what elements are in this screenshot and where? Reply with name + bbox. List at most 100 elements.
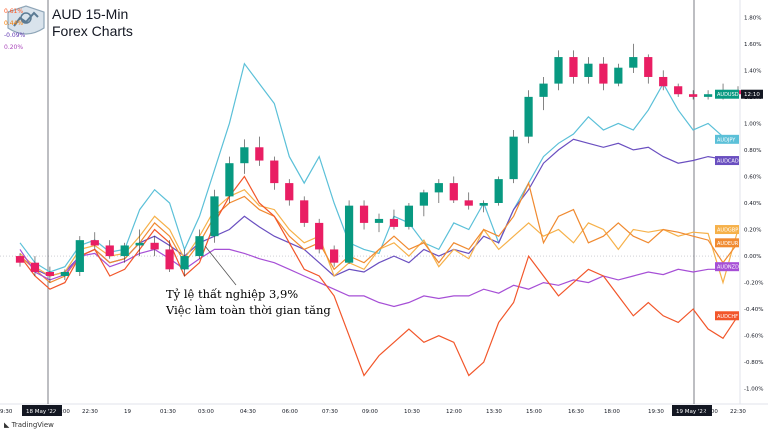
series-tag-label: AUDCAD: [717, 159, 739, 165]
x-tick-label: 21:00: [702, 409, 718, 415]
mini-value-2: -0.09%: [4, 32, 26, 39]
candle-body: [344, 205, 354, 263]
series-tag-label: AUDJPY: [717, 137, 736, 143]
mini-value-3: 0.20%: [4, 44, 24, 51]
candle-body: [165, 249, 174, 270]
mini-value-1: 0.44%: [4, 20, 24, 27]
x-tick-label: 9:30: [0, 409, 13, 415]
candle-body: [195, 236, 204, 257]
y-axis-panel: [740, 0, 768, 404]
x-tick-label: 12:00: [446, 409, 462, 415]
candle-body: [210, 196, 219, 237]
x-tick-label: 09:00: [362, 409, 378, 415]
y-tick-label: 0.80%: [744, 148, 761, 154]
candle-body: [90, 240, 99, 246]
x-tick-badge: [672, 405, 712, 416]
tradingview-logo-icon: ◣: [4, 421, 12, 429]
x-tick-label: 07:30: [322, 409, 338, 415]
candle-body: [419, 192, 428, 206]
y-tick-label: 1.00%: [744, 121, 761, 127]
x-tick-label: 01:30: [160, 409, 176, 415]
series-line-audjpy: [19, 62, 739, 273]
series-tag-audeur: [715, 238, 739, 248]
candle-body: [584, 63, 593, 77]
tradingview-footer: ◣ TradingView: [4, 421, 54, 429]
candle-body: [105, 245, 114, 257]
candle-body: [120, 245, 129, 257]
candle-body: [255, 147, 264, 161]
y-tick-label: 0.00%: [744, 254, 761, 260]
series-line-audgbp: [19, 188, 739, 285]
series-tag-label: AUDUSD: [717, 92, 739, 98]
candle-body: [225, 163, 234, 197]
candle-body: [30, 262, 40, 272]
candle-body: [644, 57, 653, 77]
x-tick-label: 19: [124, 409, 131, 415]
series-tag-audjpy: [715, 134, 739, 144]
y-tick-label: 0.20%: [744, 228, 761, 234]
x-tick-label: 06:00: [282, 409, 298, 415]
candle-body: [569, 57, 578, 77]
series-tag-audnzd: [715, 262, 739, 272]
x-tick-label: 16:30: [568, 409, 584, 415]
y-tick-label: 0.40%: [744, 201, 761, 207]
candle-body: [449, 183, 458, 201]
y-tick-label: -0.60%: [744, 334, 763, 340]
candle-body: [315, 222, 324, 250]
series-tag-audchf: [715, 311, 739, 321]
time-badge-label: 12:10: [744, 92, 760, 98]
candle-body: [524, 96, 533, 137]
candle-body: [509, 136, 518, 180]
candle-body: [75, 240, 84, 272]
x-tick-label: 19:30: [648, 409, 664, 415]
chart-annotation: Tỷ lệ thất nghiệp 3,9% Việc làm toàn thờ…: [166, 286, 331, 318]
series-tag-audusd: [715, 89, 739, 99]
y-tick-label: 1.80%: [744, 15, 761, 21]
x-tick-label: 10:30: [404, 409, 420, 415]
candle-body: [374, 218, 384, 223]
series-line-audeur: [19, 181, 739, 284]
candle-body: [270, 160, 279, 184]
candle-body: [703, 94, 713, 97]
chart-title-line1: AUD 15-Min: [52, 6, 129, 22]
candle-body: [599, 63, 608, 84]
candle-body: [135, 242, 144, 246]
y-tick-label: 1.40%: [744, 68, 761, 74]
chart-title-line2: Forex Charts: [52, 23, 133, 39]
candle-body: [614, 67, 623, 84]
annotation-line1: Tỷ lệ thất nghiệp 3,9%: [166, 287, 299, 301]
x-tick-label: 18 May '22: [26, 409, 56, 415]
annotation-line2: Việc làm toàn thời gian tăng: [166, 303, 331, 317]
candle-body: [674, 86, 683, 95]
candle-body: [629, 57, 638, 68]
series-line-audchf: [19, 175, 739, 377]
y-tick-label: 0.60%: [744, 174, 761, 180]
candle-body: [285, 183, 294, 201]
candle-body: [479, 203, 488, 206]
x-tick-label: 21:00: [54, 409, 70, 415]
chart-title: AUD 15-Min Forex Charts: [52, 6, 133, 40]
y-tick-label: -1.00%: [744, 387, 763, 393]
candle-body: [240, 147, 249, 164]
x-tick-label: 18:00: [604, 409, 620, 415]
x-tick-badge: [22, 405, 62, 416]
y-tick-label: -0.80%: [744, 360, 763, 366]
candle-body: [60, 271, 69, 276]
candle-body: [45, 271, 55, 276]
series-tag-label: AUDCHF: [717, 314, 738, 320]
candle-body: [180, 256, 189, 270]
candle-body: [494, 179, 503, 203]
x-tick-label: 19 May '22: [676, 409, 706, 415]
brand-logo-icon: [4, 4, 48, 44]
candle-body: [330, 249, 339, 263]
candle-body: [554, 57, 563, 84]
candle-body: [300, 200, 309, 223]
tradingview-label: TradingView: [11, 421, 54, 429]
time-badge: [741, 89, 763, 99]
y-tick-label: -0.40%: [744, 307, 763, 313]
x-tick-label: 13:30: [486, 409, 502, 415]
x-tick-label: 15:00: [526, 409, 542, 415]
x-tick-label: 04:30: [240, 409, 256, 415]
series-tag-label: AUDGBP: [717, 228, 738, 234]
